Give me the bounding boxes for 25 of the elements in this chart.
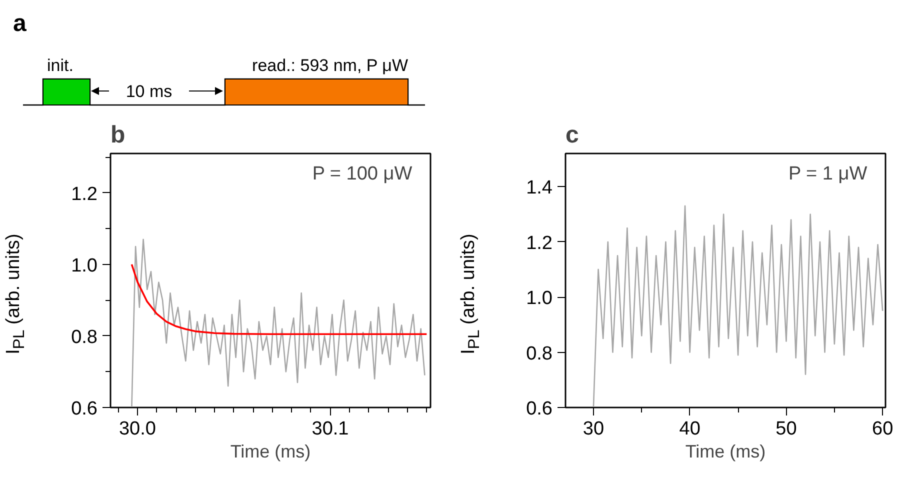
annotation: P = 1 μW [788,164,868,184]
x-tick-label: 50 [776,418,797,440]
y-tick-label: 0.6 [526,398,553,420]
y-tick-label: 0.6 [71,398,98,420]
text: read.: 593 nm, P μW [252,56,408,75]
annotation: P = 100 μW [312,164,412,184]
y-tick-label: 1.0 [71,255,98,276]
x-tick-label: 40 [679,418,700,440]
text: 10 ms [126,82,172,101]
y-tick-label: 1.0 [526,288,553,310]
y-tick-label: 1.2 [526,232,553,254]
x-tick-label: 30.0 [119,418,156,440]
chart-title: c [566,122,579,148]
x-axis-title: Time (ms) [685,442,766,462]
y-tick-label: 1.2 [71,184,98,205]
text: a [13,10,27,37]
y-tick-label: 0.8 [71,326,98,348]
y-tick-label: 0.8 [526,343,553,364]
y-tick-label: 1.4 [526,178,553,199]
chart-title: b [110,122,126,148]
x-tick-label: 30 [582,418,604,440]
x-tick-label: 60 [872,418,894,440]
x-tick-label: 30.1 [312,418,349,440]
x-axis-title: Time (ms) [230,442,311,462]
text: init. [47,56,74,75]
